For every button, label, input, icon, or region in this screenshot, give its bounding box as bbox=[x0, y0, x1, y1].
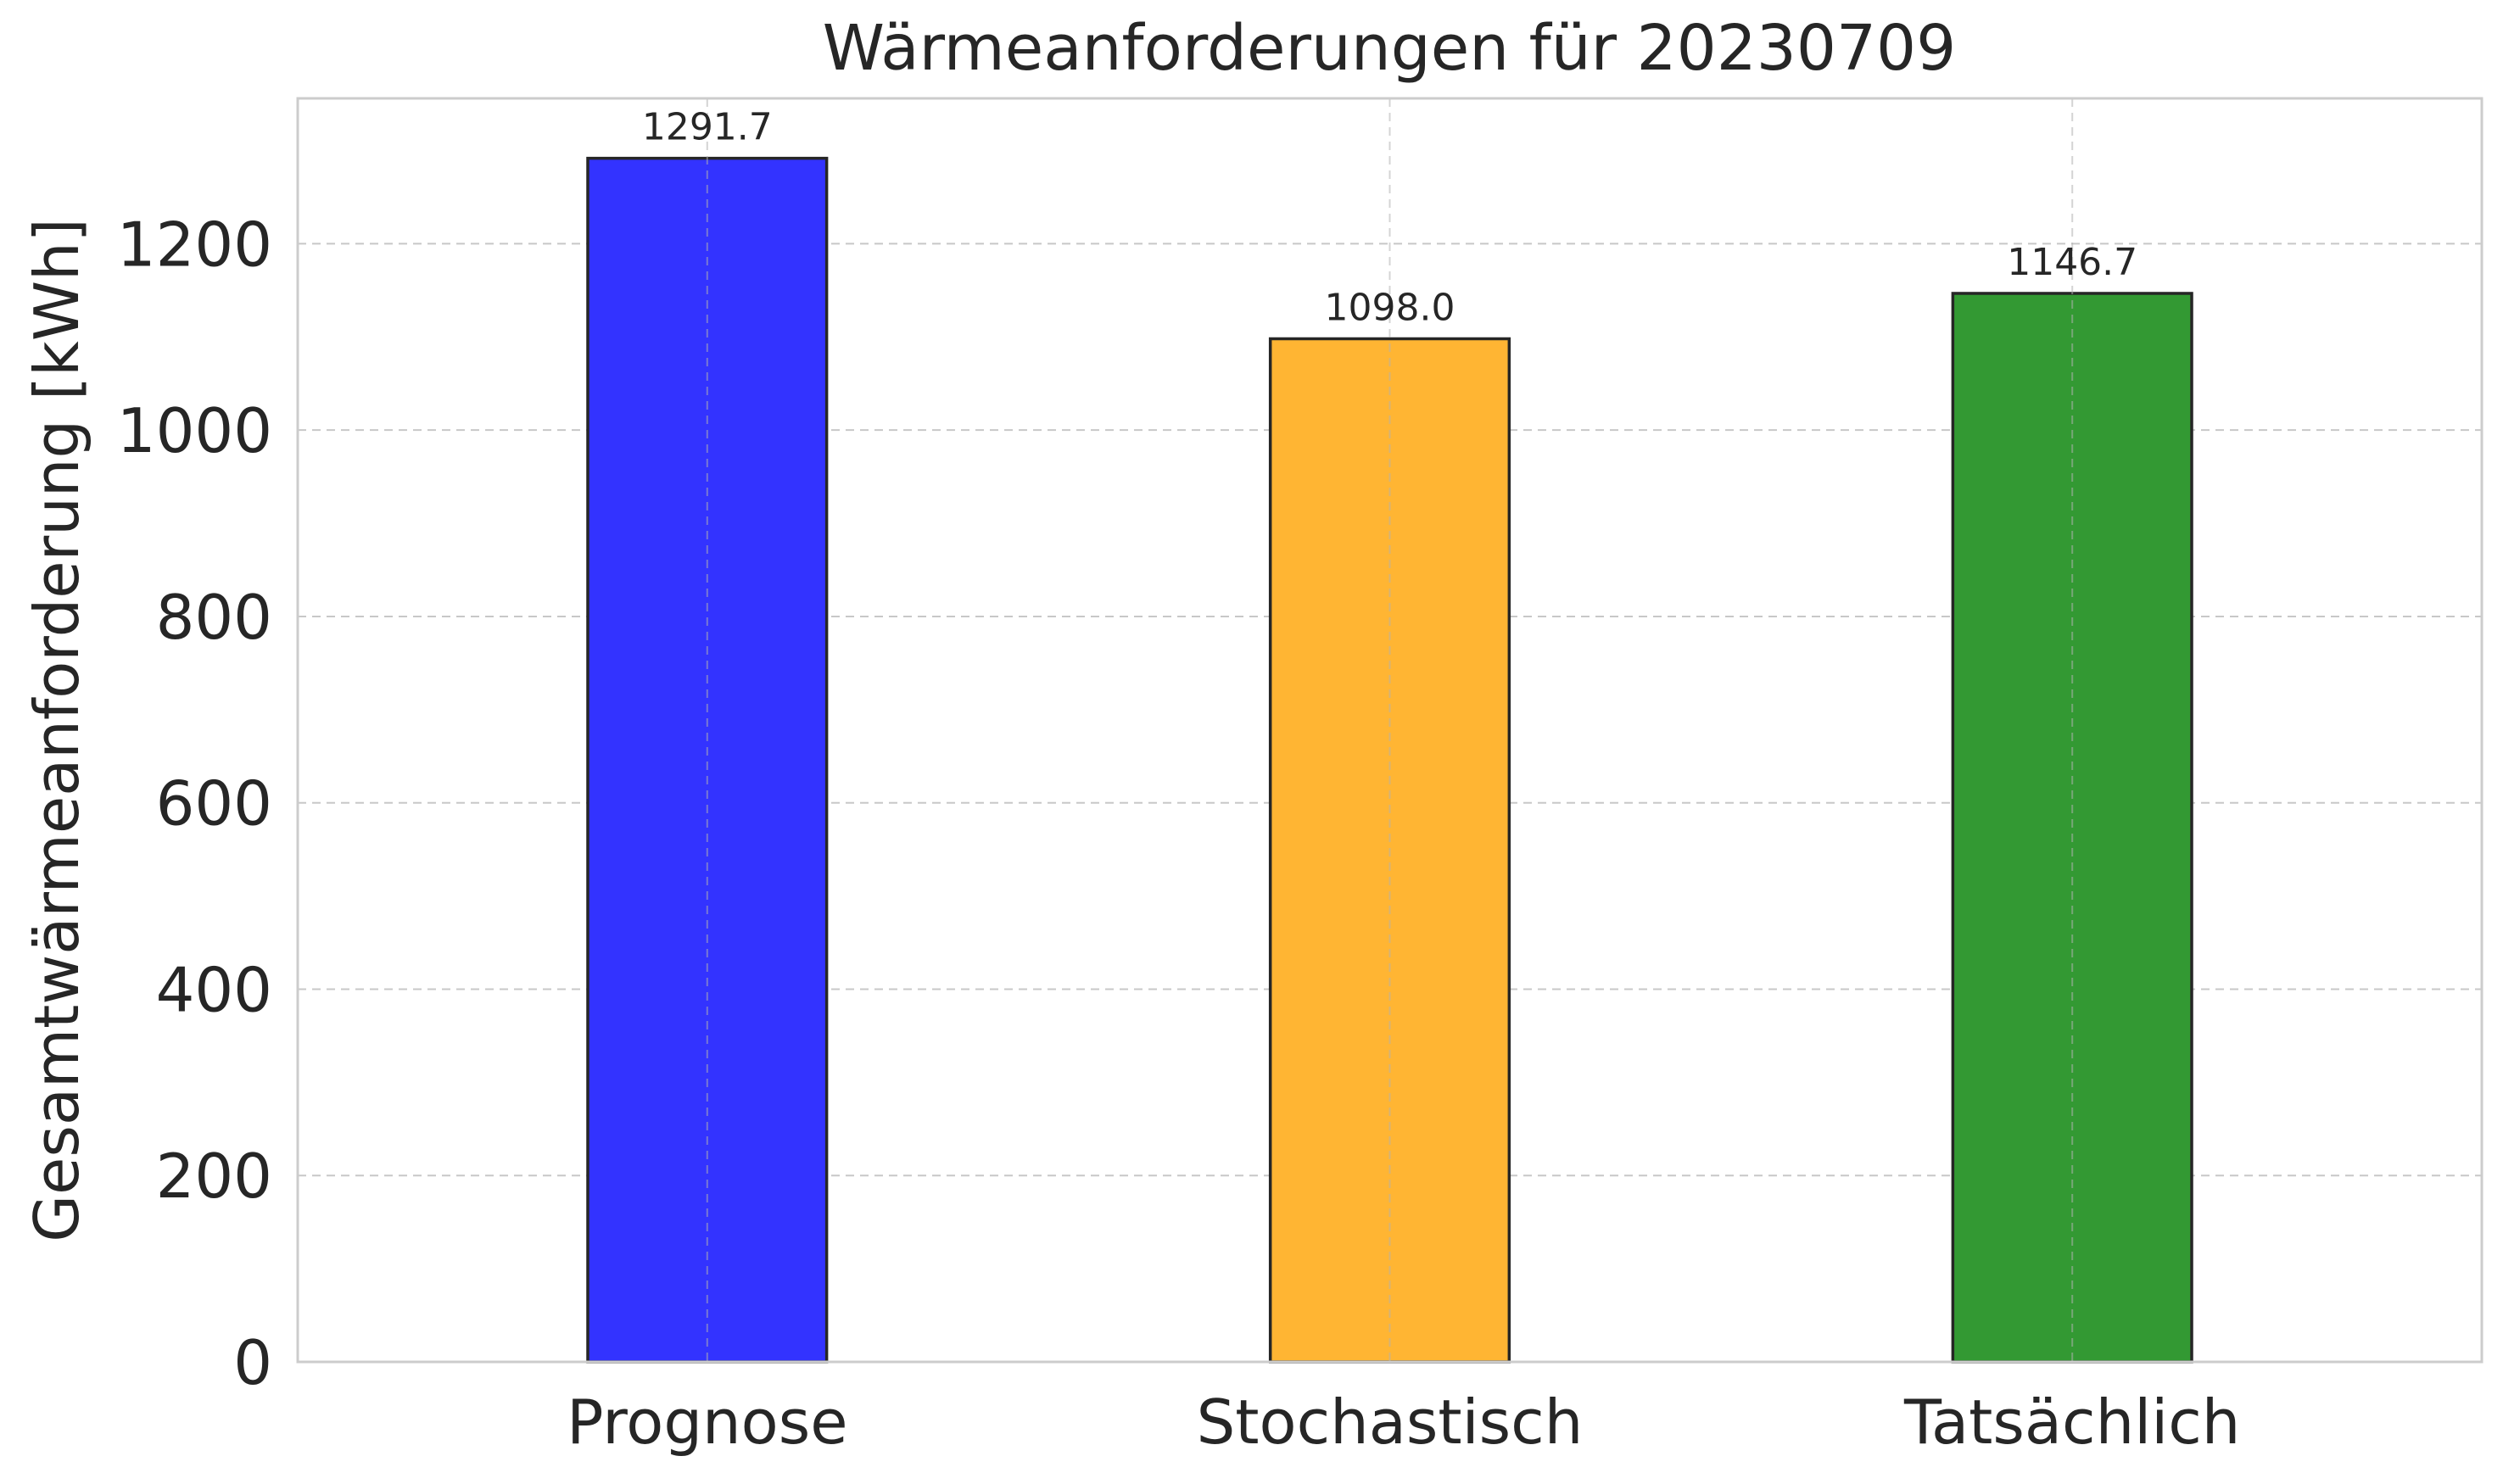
y-axis-label: Gesamtwärmeanforderung [kWh] bbox=[21, 218, 92, 1242]
y-tick-label: 600 bbox=[156, 768, 272, 840]
x-tick-label: Prognose bbox=[567, 1386, 847, 1458]
y-tick-label: 400 bbox=[156, 954, 272, 1025]
x-tick-label: Tatsächlich bbox=[1903, 1386, 2241, 1458]
y-tick-label: 800 bbox=[156, 582, 272, 653]
y-tick-label: 200 bbox=[156, 1141, 272, 1212]
labels: 0 200 400 600 800 1000 1200 1291.7 Prognose 1098.… bbox=[117, 106, 2241, 1458]
bar-value-label: 1291.7 bbox=[642, 106, 773, 149]
chart-title: Wärmeanforderungen für 20230709 bbox=[823, 12, 1956, 85]
y-tick-label: 1200 bbox=[117, 209, 272, 280]
x-tick-label: Stochastisch bbox=[1197, 1386, 1584, 1458]
bar-value-label: 1146.7 bbox=[2007, 241, 2137, 284]
y-tick-label: 0 bbox=[233, 1327, 272, 1398]
y-tick-label: 1000 bbox=[117, 395, 272, 466]
plot-frame bbox=[296, 97, 2483, 1364]
bar-value-label: 1098.0 bbox=[1325, 286, 1455, 329]
vertical-grid-lines bbox=[706, 98, 2074, 1362]
